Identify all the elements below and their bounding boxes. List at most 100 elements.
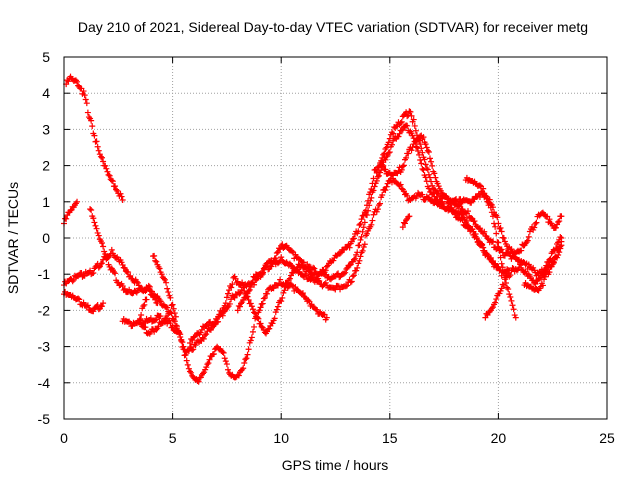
data-point	[160, 275, 167, 282]
data-point	[148, 288, 155, 295]
data-point	[557, 234, 564, 241]
data-point	[266, 325, 273, 332]
data-point	[87, 206, 94, 213]
data-point	[242, 356, 249, 363]
data-point	[424, 166, 431, 173]
data-point	[251, 281, 258, 288]
data-point	[228, 284, 235, 291]
data-point	[480, 244, 487, 251]
data-point	[555, 218, 562, 225]
x-tick-label: 10	[273, 430, 289, 446]
data-point	[251, 309, 258, 316]
data-point	[151, 294, 158, 301]
data-point	[100, 158, 107, 165]
data-point	[97, 153, 104, 160]
series-arc-5	[87, 206, 161, 307]
data-point	[336, 250, 343, 257]
data-point	[322, 279, 329, 286]
data-point	[431, 170, 438, 177]
data-point	[222, 358, 229, 365]
data-point	[82, 96, 89, 103]
data-point	[95, 147, 102, 154]
data-point	[483, 194, 490, 201]
data-point	[189, 347, 196, 354]
data-point	[169, 323, 176, 330]
data-point	[113, 186, 120, 193]
data-series	[61, 73, 565, 385]
data-point	[271, 315, 278, 322]
data-point	[558, 213, 565, 220]
data-point	[358, 216, 365, 223]
data-point	[481, 228, 488, 235]
data-point	[531, 224, 538, 231]
data-point	[89, 123, 96, 130]
data-point	[407, 108, 414, 115]
data-point	[495, 239, 502, 246]
data-point	[343, 266, 350, 273]
data-point	[279, 294, 286, 301]
y-tick-label: -2	[38, 302, 51, 318]
data-point	[314, 307, 321, 313]
data-point	[431, 193, 438, 200]
data-point	[97, 260, 104, 267]
data-point	[172, 322, 179, 329]
data-point	[524, 237, 531, 244]
data-point	[380, 162, 387, 169]
data-point	[121, 285, 128, 292]
data-point	[386, 135, 393, 142]
data-point	[164, 304, 171, 311]
data-point	[471, 218, 478, 225]
data-point	[493, 296, 500, 303]
data-point	[153, 326, 160, 333]
data-point	[152, 296, 159, 303]
data-point	[510, 306, 517, 313]
data-point	[229, 281, 236, 288]
data-point	[96, 263, 103, 270]
data-point	[238, 300, 245, 307]
data-point	[235, 372, 242, 379]
data-point	[180, 346, 187, 353]
data-point	[434, 180, 441, 187]
data-point	[83, 100, 90, 107]
y-axis-label: SDTVAR / TECUs	[5, 182, 21, 294]
y-tick-label: 1	[42, 194, 50, 210]
data-point	[220, 349, 227, 356]
data-point	[80, 88, 87, 95]
data-point	[260, 295, 267, 302]
data-point	[211, 319, 218, 326]
data-point	[428, 158, 435, 165]
data-point	[94, 229, 101, 236]
data-point	[543, 262, 550, 269]
y-axis-ticks: -5 -4 -3 -2 -1 0 1 2 3 4 5	[38, 49, 607, 427]
data-point	[258, 323, 265, 330]
data-point	[99, 303, 106, 310]
data-point	[368, 194, 375, 201]
data-point	[375, 164, 382, 171]
data-point	[76, 296, 83, 303]
data-point	[423, 144, 430, 151]
data-point	[422, 141, 429, 148]
data-point	[257, 304, 264, 311]
data-point	[245, 288, 252, 295]
data-point	[382, 187, 389, 194]
data-point	[152, 257, 159, 264]
data-point	[418, 145, 425, 152]
data-point	[476, 182, 483, 189]
data-point	[99, 240, 106, 247]
data-point	[273, 306, 280, 313]
data-point	[433, 196, 440, 203]
data-point	[381, 150, 388, 157]
data-point	[375, 172, 382, 179]
data-point	[488, 209, 495, 216]
data-point	[201, 332, 208, 339]
series-arc-13	[462, 174, 519, 321]
data-point	[277, 276, 284, 283]
data-point	[195, 378, 202, 385]
data-point	[277, 246, 284, 253]
data-point	[167, 294, 174, 301]
x-tick-label: 25	[599, 430, 615, 446]
data-point	[330, 257, 337, 264]
data-point	[305, 267, 312, 274]
data-point	[287, 272, 294, 279]
data-point	[541, 267, 548, 274]
